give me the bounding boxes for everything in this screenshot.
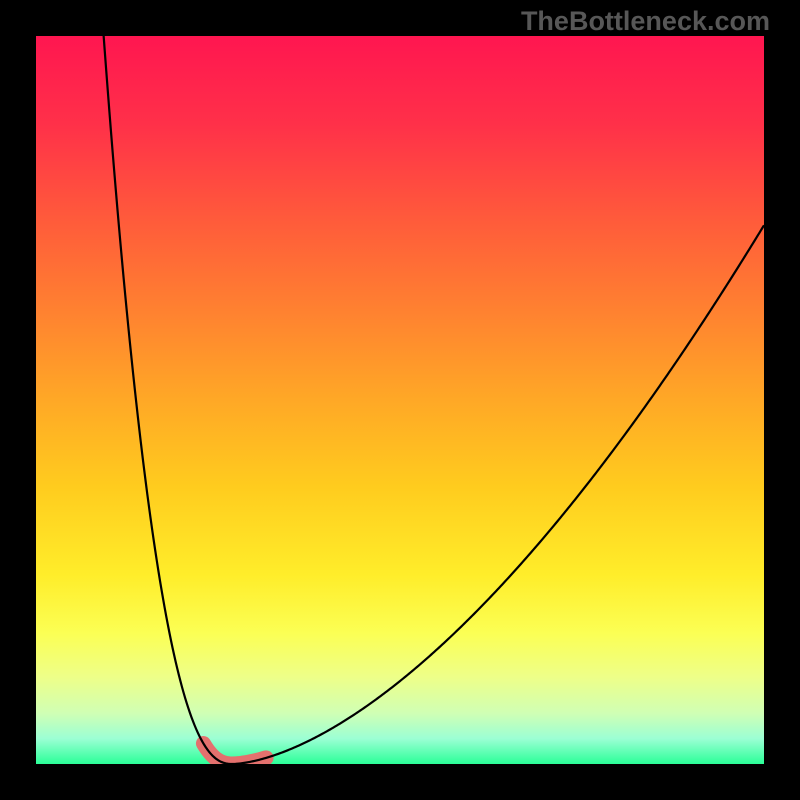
- bottleneck-curve: [102, 7, 764, 764]
- curve-layer: [0, 0, 800, 800]
- chart-container: TheBottleneck.com: [0, 0, 800, 800]
- watermark-text: TheBottleneck.com: [521, 6, 770, 37]
